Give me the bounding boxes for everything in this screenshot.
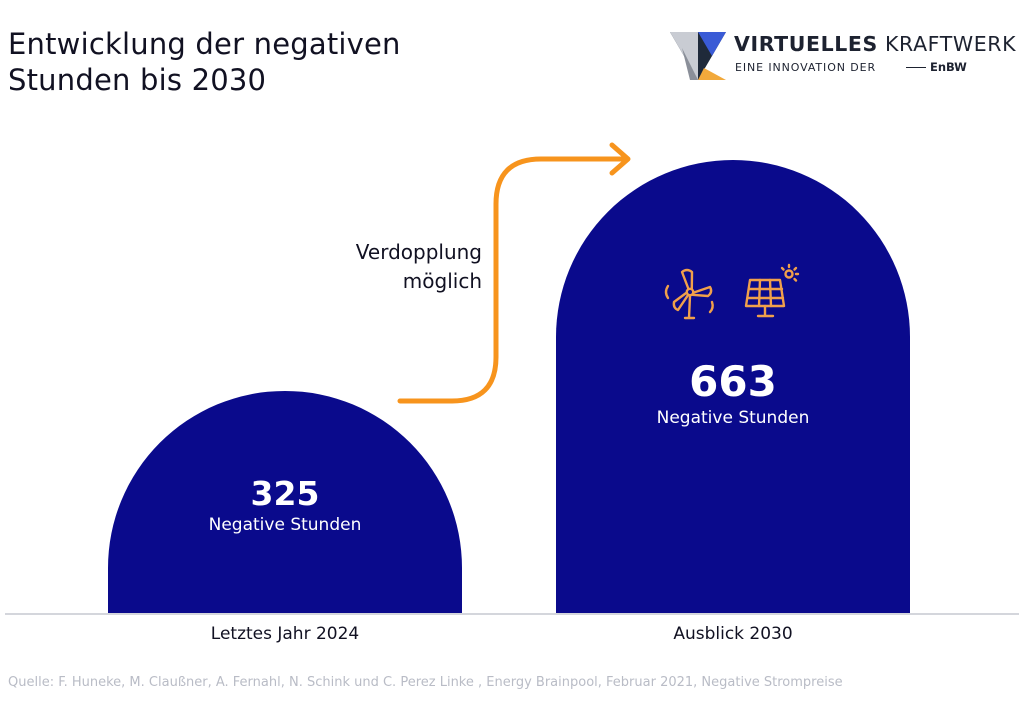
annotation-line-1: Verdopplung xyxy=(355,240,482,264)
bar-value-label-0: 325 xyxy=(251,474,320,513)
title-line-1: Entwicklung der negativen xyxy=(8,27,401,61)
virtuelles-kraftwerk-logo: VIRTUELLES KRAFTWERK EINE INNOVATION DER… xyxy=(668,28,1018,84)
title-line-2: Stunden bis 2030 xyxy=(8,63,267,97)
category-label-2024: Letztes Jahr 2024 xyxy=(210,624,360,644)
bar-1 xyxy=(556,160,910,613)
bar-unit-label-1: Negative Stunden xyxy=(657,408,810,428)
enbw-brand: EnBW xyxy=(906,60,967,74)
annotation-line-2: möglich xyxy=(402,269,482,293)
logo-title-light: KRAFTWERK xyxy=(877,32,1017,56)
doubling-annotation: Verdopplung möglich xyxy=(300,238,482,296)
logo-subtitle: EINE INNOVATION DER xyxy=(735,61,877,74)
bar-unit-label-0: Negative Stunden xyxy=(209,515,362,535)
bar-value-label-1: 663 xyxy=(689,357,777,406)
logo-title-bold: VIRTUELLES xyxy=(734,32,878,56)
chart-title: Entwicklung der negativen Stunden bis 20… xyxy=(8,26,468,98)
solar-panel-icon xyxy=(744,263,800,318)
logo-mark-icon xyxy=(670,32,726,80)
source-note: Quelle: F. Huneke, M. Claußner, A. Ferna… xyxy=(8,675,843,690)
bar-0 xyxy=(108,390,462,613)
logo-title: VIRTUELLES KRAFTWERK xyxy=(734,32,1016,56)
category-label-2030: Ausblick 2030 xyxy=(673,624,793,644)
wind-turbine-icon xyxy=(664,268,714,320)
doubling-arrow xyxy=(397,142,631,404)
